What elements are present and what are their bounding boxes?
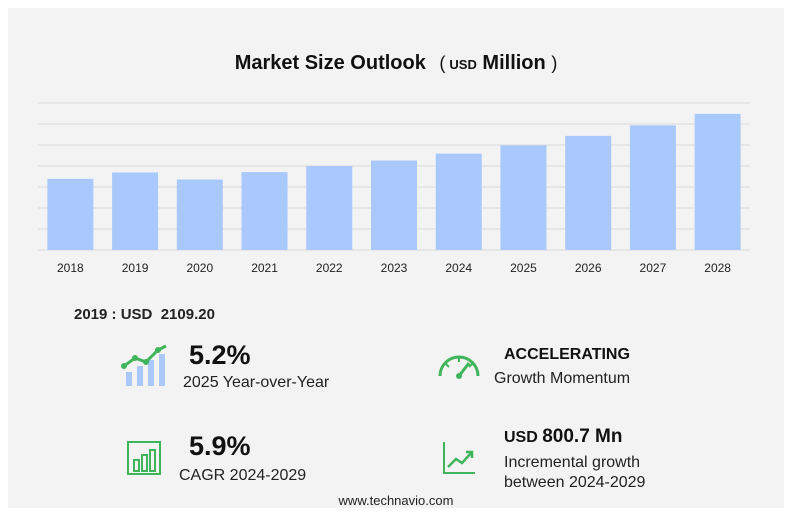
x-tick-label: 2019 [122,261,149,275]
footer-source: www.technavio.com [338,493,454,508]
bar-2022 [306,166,353,250]
x-tick-label: 2021 [251,261,278,275]
bar-chart: 2018 2019 2020 2021 2022 2023 2024 2025 2026 2027… [38,102,750,275]
cagr-chart-icon [127,441,161,475]
incremental-value: USD 800.7 Mn [504,426,623,448]
bar-2021 [241,172,288,250]
chart-title: Market Size Outlook (USD Million ) [8,52,784,75]
title-unit-prefix: USD [449,57,477,72]
growth-bars-icon [121,344,167,386]
bar-2018 [47,178,94,250]
bar-2025 [500,145,547,250]
incremental-amount: 800.7 Mn [542,426,623,447]
x-tick-label: 2024 [445,261,472,275]
bar-2024 [435,153,482,250]
title-unit: Million [482,52,546,74]
x-tick-label: 2020 [186,261,213,275]
bar-2026 [565,135,612,250]
x-tick-label: 2025 [510,261,537,275]
trend-up-icon [443,442,475,474]
bar-2028 [694,113,741,250]
x-tick-label: 2028 [704,261,731,275]
bar-2019 [112,172,159,250]
incremental-prefix: USD [504,429,538,446]
x-tick-label: 2023 [381,261,408,275]
yoy-label: 2025 Year-over-Year [183,374,330,391]
bar-2027 [629,125,676,250]
x-tick-label: 2018 [57,261,84,275]
x-tick-label: 2026 [575,261,602,275]
title-main: Market Size Outlook [234,52,426,74]
base-year-value: 2019 : USD 2109.20 [74,306,215,323]
bar-2020 [176,179,223,250]
incremental-label-line2: between 2024-2029 [504,474,646,491]
base-year-label: 2019 : USD [74,306,153,323]
outlook-card: Market Size Outlook (USD Million ) 2018 2… [8,8,784,508]
momentum-label: Growth Momentum [494,370,631,387]
momentum-value: ACCELERATING [504,346,630,363]
bar-2023 [371,160,417,250]
x-tick-label: 2022 [316,261,343,275]
cagr-label: CAGR 2024-2029 [179,467,307,484]
cagr-value: 5.9% [189,431,251,461]
x-tick-label: 2027 [640,261,667,275]
title-paren-close: ) [551,53,558,73]
incremental-label-line1: Incremental growth [504,454,641,471]
yoy-value: 5.2% [189,340,251,370]
speedometer-icon [438,355,480,379]
base-year-number: 2109.20 [160,306,215,323]
title-paren-open: ( [439,53,446,73]
